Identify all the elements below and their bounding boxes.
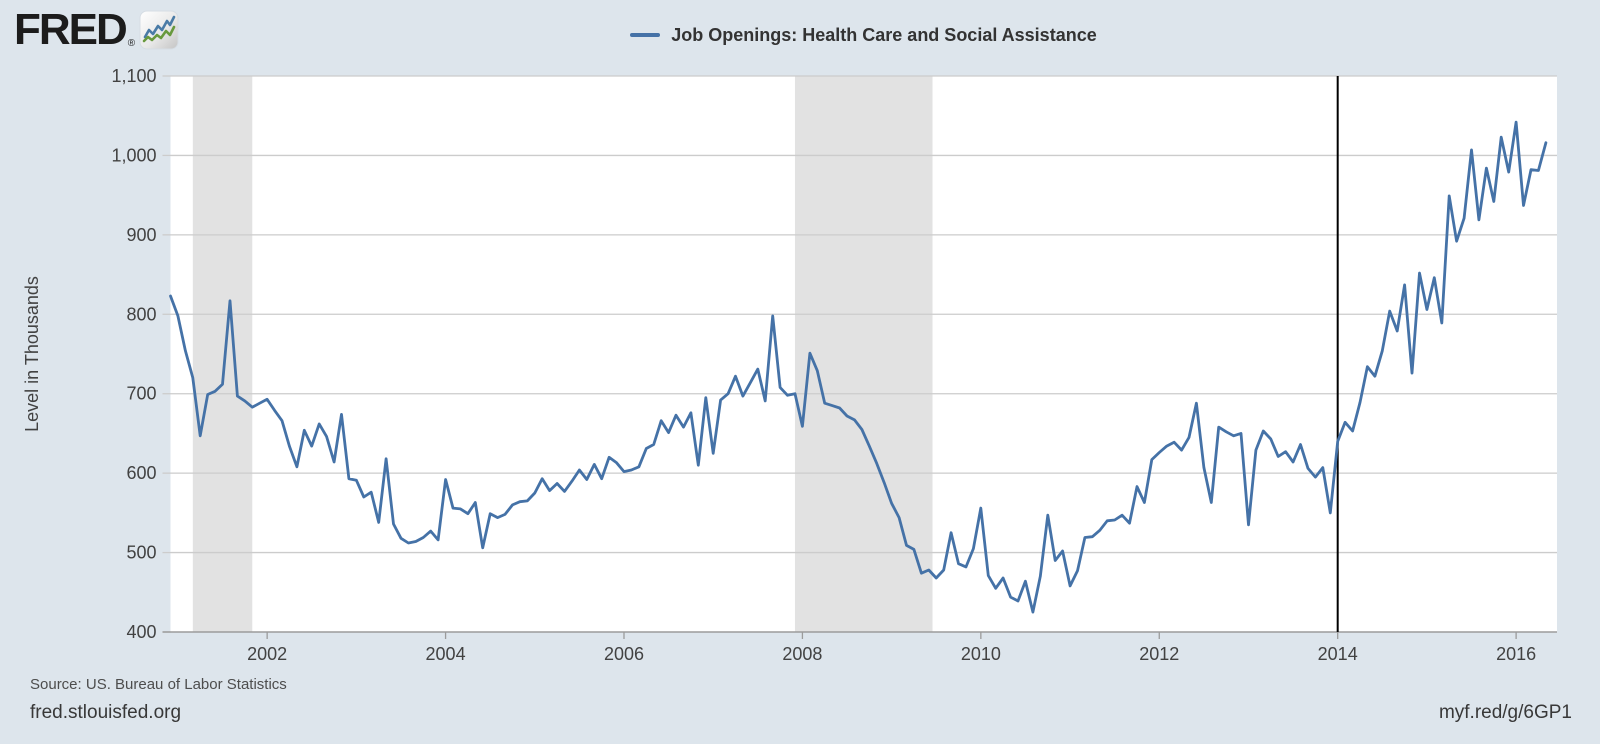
source-attribution: Source: US. Bureau of Labor Statistics xyxy=(30,676,287,693)
fred-logo[interactable]: FRED ® xyxy=(14,5,179,54)
fred-logo-text: FRED xyxy=(14,5,128,54)
x-tick-label: 2006 xyxy=(604,644,644,664)
share-url-link[interactable]: myf.red/g/6GP1 xyxy=(1438,702,1572,723)
y-tick-label: 500 xyxy=(126,543,156,563)
y-tick-label: 900 xyxy=(126,225,156,245)
legend-line-swatch xyxy=(630,33,661,37)
fred-zigzag-chart-icon xyxy=(139,10,179,50)
x-tick-label: 2004 xyxy=(426,644,466,664)
x-tick-label: 2016 xyxy=(1496,644,1536,664)
y-tick-label: 600 xyxy=(126,463,156,483)
registered-trademark-symbol: ® xyxy=(127,38,136,49)
x-tick-label: 2014 xyxy=(1318,644,1358,664)
y-tick-label: 700 xyxy=(126,384,156,404)
y-tick-label: 800 xyxy=(126,304,156,324)
x-tick-label: 2010 xyxy=(961,644,1001,664)
x-tick-label: 2002 xyxy=(247,644,287,664)
chart-legend: Job Openings: Health Care and Social Ass… xyxy=(170,20,1557,50)
y-tick-label: 1,100 xyxy=(111,66,156,86)
y-tick-label: 1,000 xyxy=(111,145,156,165)
data-line-series xyxy=(169,120,1548,614)
fred-site-link[interactable]: fred.stlouisfed.org xyxy=(30,702,182,723)
legend-series-label: Job Openings: Health Care and Social Ass… xyxy=(671,24,1097,45)
recession-band xyxy=(794,76,933,632)
x-tick-label: 2008 xyxy=(782,644,822,664)
y-tick-label: 400 xyxy=(126,622,156,642)
recession-band xyxy=(192,76,253,632)
x-tick-label: 2012 xyxy=(1139,644,1179,664)
y-axis-title: Level in Thousands xyxy=(22,276,42,432)
